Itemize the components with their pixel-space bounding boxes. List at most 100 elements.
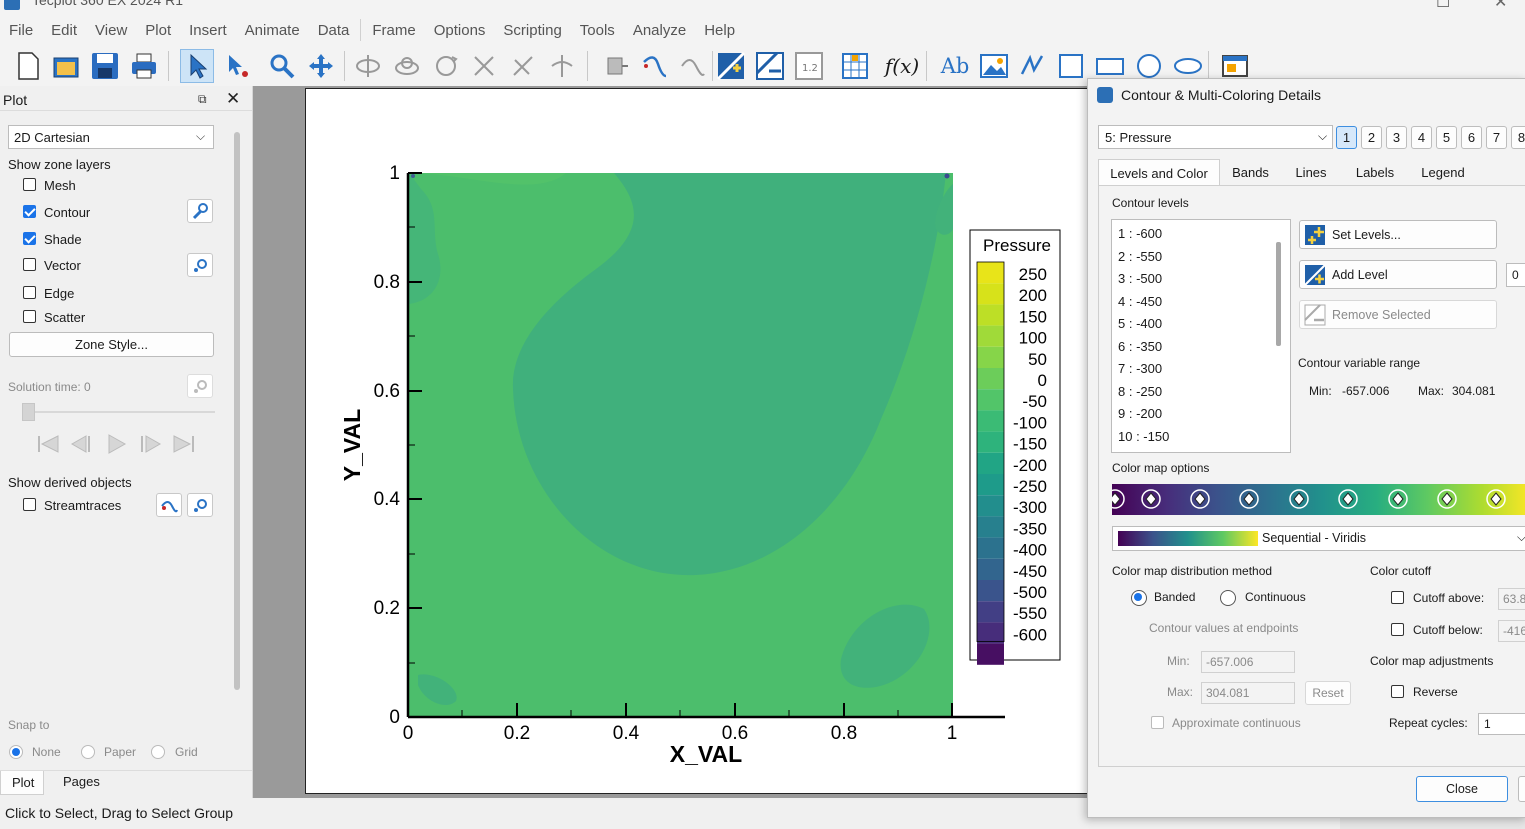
- rotate-x-icon[interactable]: [467, 49, 501, 83]
- level-item[interactable]: 3 : -500: [1118, 271, 1163, 286]
- cutoff-above-input[interactable]: 63.8: [1498, 588, 1525, 610]
- contour-group-8[interactable]: 8: [1511, 126, 1525, 149]
- reverse-checkbox[interactable]: [1391, 685, 1404, 698]
- colormap-control-point[interactable]: [1289, 489, 1309, 509]
- circle-icon[interactable]: [1132, 49, 1166, 83]
- colormap-dropdown[interactable]: Sequential - Viridis ⌵: [1112, 526, 1525, 551]
- solution-time-settings-button[interactable]: [187, 374, 213, 398]
- level-item[interactable]: 8 : -250: [1118, 383, 1163, 399]
- shade-checkbox[interactable]: [23, 232, 36, 245]
- endpoint-min-input[interactable]: -657.006: [1201, 651, 1295, 673]
- contour-add-icon[interactable]: [714, 49, 748, 83]
- time-slider-track[interactable]: [22, 411, 215, 413]
- contour-remove-icon[interactable]: [753, 49, 787, 83]
- tab-pages[interactable]: Pages: [63, 774, 100, 789]
- level-item[interactable]: 1 : -600: [1118, 226, 1163, 241]
- menu-plot[interactable]: Plot: [145, 21, 172, 39]
- menu-analyze[interactable]: Analyze: [632, 21, 687, 39]
- float-panel-icon[interactable]: ⧉: [198, 92, 207, 106]
- streamtrace-place-button[interactable]: [156, 493, 182, 517]
- open-layout-icon[interactable]: [49, 49, 83, 83]
- tab-plot[interactable]: Plot: [0, 771, 44, 795]
- snap-none-radio[interactable]: [9, 745, 23, 759]
- play-icon[interactable]: [102, 432, 130, 456]
- level-item[interactable]: 2 : -550: [1118, 248, 1163, 264]
- adjust-icon[interactable]: [220, 49, 254, 83]
- zoom-icon[interactable]: [265, 49, 299, 83]
- rotate-rollerball-icon[interactable]: [390, 49, 424, 83]
- colormap-control-point[interactable]: [1239, 489, 1259, 509]
- level-item[interactable]: 7 : -300: [1118, 361, 1163, 376]
- rotate-twist-icon[interactable]: [429, 49, 463, 83]
- level-item[interactable]: 4 : -450: [1118, 293, 1163, 309]
- vector-checkbox[interactable]: [23, 258, 36, 271]
- rotate-z-icon[interactable]: [545, 49, 579, 83]
- snap-grid-radio[interactable]: [151, 745, 165, 759]
- menu-file[interactable]: File: [9, 21, 34, 39]
- cutoff-below-input[interactable]: -416: [1498, 620, 1525, 642]
- menu-animate[interactable]: Animate: [244, 21, 300, 39]
- reset-button[interactable]: Reset: [1305, 681, 1351, 705]
- scatter-checkbox[interactable]: [23, 310, 36, 323]
- first-frame-icon[interactable]: [34, 432, 62, 456]
- polyline-icon[interactable]: [1015, 49, 1049, 83]
- panel-scrollbar[interactable]: [234, 132, 240, 690]
- colormap-control-point[interactable]: [1486, 489, 1506, 509]
- contour-legend[interactable]: Pressure 250 200 150 100 50 0 -50 -100 -150 -200 -…: [969, 229, 1061, 665]
- banded-radio[interactable]: [1131, 590, 1147, 606]
- save-layout-icon[interactable]: [88, 49, 122, 83]
- menu-options[interactable]: Options: [433, 21, 486, 39]
- contour-group-1[interactable]: 1: [1336, 126, 1357, 149]
- endpoint-max-input[interactable]: 304.081: [1201, 682, 1295, 704]
- menu-help[interactable]: Help: [704, 21, 736, 39]
- text-icon[interactable]: Ab: [940, 54, 970, 78]
- rotate-spherical-icon[interactable]: [351, 49, 385, 83]
- colormap-control-point[interactable]: [1141, 489, 1161, 509]
- contour-group-7[interactable]: 7: [1486, 126, 1507, 149]
- colormap-control-point[interactable]: [1388, 489, 1408, 509]
- set-levels-button[interactable]: Set Levels...: [1299, 220, 1497, 249]
- maximize-icon[interactable]: ☐: [1436, 0, 1451, 11]
- contour-settings-button[interactable]: [187, 199, 213, 223]
- translate-icon[interactable]: [304, 49, 338, 83]
- menu-tools[interactable]: Tools: [579, 21, 615, 39]
- colormap-bar[interactable]: [1105, 484, 1525, 515]
- contour-checkbox[interactable]: [23, 205, 36, 218]
- ellipse-icon[interactable]: [1171, 49, 1205, 83]
- rectangle-icon[interactable]: [1093, 49, 1127, 83]
- contour-plot[interactable]: 0 0.2 0.4 0.6 0.8 1 0 0.2 0.4 0.6 0.8 1 …: [306, 89, 1087, 793]
- colormap-control-point[interactable]: [1437, 489, 1457, 509]
- rotate-y-icon[interactable]: [506, 49, 540, 83]
- mesh-checkbox[interactable]: [23, 178, 36, 191]
- new-layout-icon[interactable]: [11, 49, 45, 83]
- levels-scrollbar[interactable]: [1276, 242, 1281, 346]
- vector-settings-button[interactable]: [187, 253, 213, 277]
- repeat-cycles-input[interactable]: 1: [1478, 713, 1525, 735]
- paper-frame[interactable]: 0 0.2 0.4 0.6 0.8 1 0 0.2 0.4 0.6 0.8 1 …: [305, 88, 1088, 794]
- contour-levels-icon[interactable]: 1.2: [792, 49, 826, 83]
- colormap-control-point[interactable]: [1338, 489, 1358, 509]
- levels-list[interactable]: 1 : -600 2 : -550 3 : -500 4 : -450 5 : -400…: [1111, 219, 1291, 453]
- snap-paper-radio[interactable]: [81, 745, 95, 759]
- slice-icon[interactable]: [838, 49, 872, 83]
- contour-group-5[interactable]: 5: [1436, 126, 1457, 149]
- tab-legend[interactable]: Legend: [1421, 164, 1465, 180]
- previous-frame-icon[interactable]: [68, 432, 96, 456]
- probe-icon[interactable]: [599, 49, 633, 83]
- close-window-icon[interactable]: ✕: [1494, 0, 1508, 11]
- help-button[interactable]: [1518, 776, 1525, 802]
- level-item[interactable]: 6 : -350: [1118, 338, 1163, 354]
- edge-checkbox[interactable]: [23, 286, 36, 299]
- tab-bands[interactable]: Bands: [1232, 164, 1269, 180]
- colormap-control-point[interactable]: [1190, 489, 1210, 509]
- menu-frame[interactable]: Frame: [372, 21, 416, 39]
- contour-group-4[interactable]: 4: [1411, 126, 1432, 149]
- streamtrace-settings-button[interactable]: [187, 493, 213, 517]
- cutoff-below-checkbox[interactable]: [1391, 623, 1404, 636]
- next-frame-icon[interactable]: [136, 432, 164, 456]
- close-panel-icon[interactable]: ✕: [226, 89, 241, 108]
- level-item[interactable]: 5 : -400: [1118, 316, 1163, 331]
- approx-continuous-checkbox[interactable]: [1151, 716, 1164, 729]
- add-level-value-input[interactable]: 0: [1506, 263, 1525, 287]
- image-icon[interactable]: [977, 49, 1011, 83]
